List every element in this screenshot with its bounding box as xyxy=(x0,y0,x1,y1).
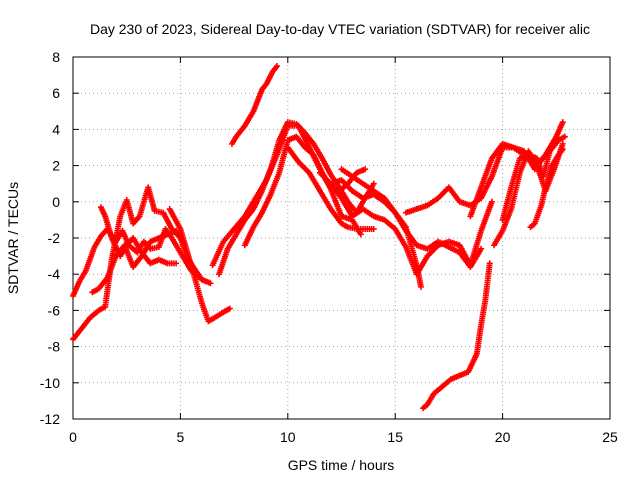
data-series xyxy=(338,166,424,290)
data-point xyxy=(226,305,233,312)
data-series xyxy=(420,260,493,412)
data-points xyxy=(70,63,568,412)
data-point xyxy=(370,180,377,187)
data-point xyxy=(486,260,493,267)
y-tick-label: -8 xyxy=(48,339,61,355)
y-tick-label: 6 xyxy=(52,85,60,101)
x-tick-label: 20 xyxy=(495,429,511,445)
data-point xyxy=(207,280,214,287)
x-tick-label: 10 xyxy=(280,429,296,445)
data-series xyxy=(284,144,377,232)
data-point xyxy=(559,119,566,126)
data-series xyxy=(216,119,377,278)
x-axis-label: GPS time / hours xyxy=(288,457,395,473)
data-point xyxy=(559,146,566,153)
data-point xyxy=(559,140,566,147)
data-series xyxy=(228,63,281,147)
data-point xyxy=(357,231,364,238)
y-tick-label: -2 xyxy=(48,230,61,246)
data-point xyxy=(417,283,424,290)
y-tick-label: -4 xyxy=(48,266,61,282)
x-tick-label: 5 xyxy=(177,429,185,445)
y-tick-label: -10 xyxy=(40,375,60,391)
x-tick-label: 15 xyxy=(387,429,403,445)
x-tick-label: 0 xyxy=(69,429,77,445)
data-point xyxy=(561,133,568,140)
data-series xyxy=(499,133,568,223)
data-series xyxy=(166,206,233,325)
data-point xyxy=(370,225,377,232)
data-point xyxy=(362,166,369,173)
data-point xyxy=(198,276,205,283)
data-series xyxy=(327,180,495,278)
y-tick-label: 4 xyxy=(52,121,60,137)
y-tick-label: 2 xyxy=(52,158,60,174)
y-axis-label: SDTVAR / TECUs xyxy=(5,182,21,294)
data-point xyxy=(488,198,495,205)
data-point xyxy=(478,245,485,252)
data-point xyxy=(173,260,180,267)
axis-ticks: 0 5 10 15 20 25 -12 -10 -8 -6 -4 -2 0 2 4 6 8 xyxy=(40,49,618,445)
y-tick-label: -12 xyxy=(40,411,60,427)
x-tick-label: 25 xyxy=(602,429,618,445)
y-tick-label: 8 xyxy=(52,49,60,65)
y-tick-label: -6 xyxy=(48,302,61,318)
data-series xyxy=(97,204,180,267)
y-tick-label: 0 xyxy=(52,194,60,210)
data-series xyxy=(89,227,188,296)
chart-title: Day 230 of 2023, Sidereal Day-to-day VTE… xyxy=(90,21,590,37)
data-point xyxy=(274,63,281,70)
data-series xyxy=(527,146,566,231)
